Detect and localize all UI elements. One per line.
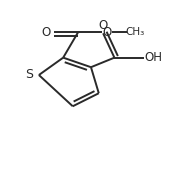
Text: OH: OH [145, 51, 162, 64]
Text: O: O [41, 26, 50, 39]
Text: CH₃: CH₃ [126, 27, 145, 38]
Text: O: O [99, 19, 108, 32]
Text: S: S [25, 68, 33, 81]
Text: O: O [102, 26, 111, 39]
